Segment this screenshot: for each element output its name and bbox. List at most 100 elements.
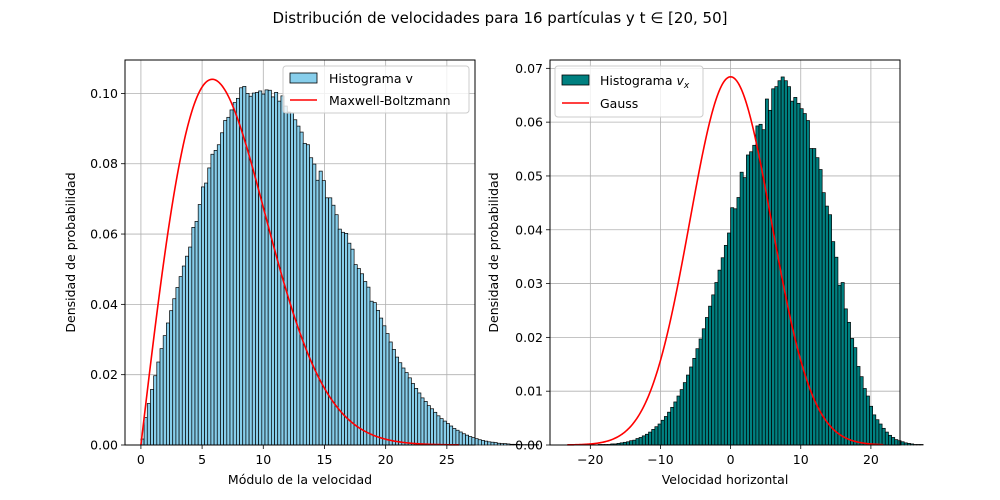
histogram-bar	[818, 169, 823, 446]
histogram-bar	[856, 366, 861, 446]
histogram-bar	[175, 287, 180, 446]
legend-label-histogram: Histograma v	[329, 71, 413, 86]
histogram-bar	[439, 418, 444, 446]
chart-horizontal-velocity: −20 −10 0 10 20 0.00 0.01 0.02 0.03 0.04 0.05 0.06…	[486, 59, 924, 487]
histogram-bar	[698, 338, 703, 446]
histogram-bar	[865, 395, 870, 446]
histogram-bar	[635, 438, 640, 446]
histogram-bar	[385, 333, 390, 446]
histogram-bar	[654, 426, 659, 446]
histogram-bar	[181, 265, 186, 446]
histogram-bar	[484, 440, 489, 446]
histogram-bar	[286, 111, 291, 446]
histogram-bar	[369, 300, 374, 446]
y-tick-label: 0.04	[90, 297, 118, 312]
y-axis-ticks: 0.00 0.02 0.04 0.06 0.08 0.10	[90, 86, 125, 453]
x-tick-label: 15	[317, 452, 333, 467]
x-tick-label: 10	[255, 452, 271, 467]
histogram-bar	[682, 382, 687, 446]
histogram-bar	[398, 362, 403, 446]
histogram-bar	[878, 423, 883, 446]
histogram-bar	[764, 98, 769, 446]
histogram-bar	[679, 389, 684, 446]
histogram-bar	[455, 429, 460, 446]
histogram-bar	[372, 302, 377, 446]
histogram-bar	[356, 268, 361, 446]
y-tick-label: 0.08	[90, 156, 118, 171]
legend-label-histogram: Histograma vx	[600, 73, 690, 91]
x-axis-ticks: −20 −10 0 10 20	[577, 445, 879, 467]
y-tick-label: 0.06	[90, 227, 118, 242]
histogram-bar	[213, 150, 218, 446]
histogram-bar	[708, 305, 713, 446]
histogram-bar	[169, 310, 174, 446]
plot-frame	[549, 59, 901, 446]
histogram-bar	[774, 86, 779, 446]
histogram-bar	[452, 428, 457, 446]
maxwell-boltzmann-curve	[140, 78, 460, 446]
legend-swatch-histogram	[561, 74, 590, 86]
histogram-bar	[344, 232, 349, 446]
histogram-bar	[840, 282, 845, 446]
histogram-bar	[318, 170, 323, 446]
histogram-bars	[140, 86, 539, 446]
histogram-bar	[366, 286, 371, 446]
histogram-bar	[648, 431, 653, 446]
histogram-bar	[837, 284, 842, 446]
x-axis-ticks: 0 5 10 15 20 25	[137, 445, 455, 467]
histogram-bar	[220, 132, 224, 446]
histogram-bar	[426, 405, 431, 446]
histogram-bar	[411, 383, 415, 446]
histogram-bar	[449, 425, 454, 446]
histogram-bar	[711, 294, 716, 446]
histogram-bar	[267, 89, 272, 446]
histogram-bar	[446, 423, 450, 446]
histogram-bar	[391, 349, 396, 446]
legend-label-curve: Maxwell-Boltzmann	[329, 93, 451, 108]
histogram-bar	[907, 443, 911, 446]
histogram-bar	[210, 153, 215, 446]
histogram-bar	[321, 180, 326, 446]
y-tick-label: 0.04	[515, 222, 543, 237]
histogram-bar	[705, 317, 709, 446]
histogram-bar	[783, 80, 788, 446]
histogram-bar	[159, 348, 164, 446]
histogram-bar	[746, 154, 750, 446]
histogram-bar	[363, 281, 368, 446]
histogram-bar	[897, 440, 902, 446]
histogram-bar	[916, 444, 921, 446]
histogram-bar	[226, 116, 231, 446]
histogram-bar	[793, 97, 798, 446]
y-tick-label: 0.03	[515, 276, 543, 291]
y-tick-label: 0.06	[515, 115, 543, 130]
x-axis-label: Velocidad horizontal	[662, 472, 789, 487]
histogram-bar	[248, 95, 253, 446]
histogram-bar	[325, 197, 329, 446]
histogram-bar	[859, 376, 864, 446]
histogram-bar	[388, 341, 393, 446]
histogram-bar	[331, 204, 336, 446]
histogram-bar	[787, 86, 791, 446]
histogram-bar	[414, 388, 419, 446]
histogram-bar	[458, 431, 463, 446]
histogram-bar	[850, 338, 855, 446]
histogram-bar	[869, 405, 873, 446]
histogram-bar	[302, 142, 307, 446]
histogram-bar	[156, 361, 161, 446]
histogram-bar	[191, 227, 196, 446]
histogram-bar	[487, 441, 492, 446]
histogram-bar	[771, 88, 776, 446]
histogram-bar	[506, 443, 511, 446]
histogram-bar	[884, 431, 889, 446]
histogram-bars	[597, 76, 924, 446]
histogram-bar	[239, 87, 244, 446]
histogram-bar	[162, 335, 167, 446]
histogram-bar	[736, 197, 741, 446]
histogram-bar	[353, 264, 358, 446]
histogram-bar	[815, 157, 820, 446]
histogram-bar	[481, 440, 485, 446]
histogram-bar	[689, 366, 694, 446]
histogram-bar	[261, 93, 266, 446]
legend: Histograma vx Gauss	[554, 65, 704, 118]
histogram-bar	[423, 401, 428, 446]
